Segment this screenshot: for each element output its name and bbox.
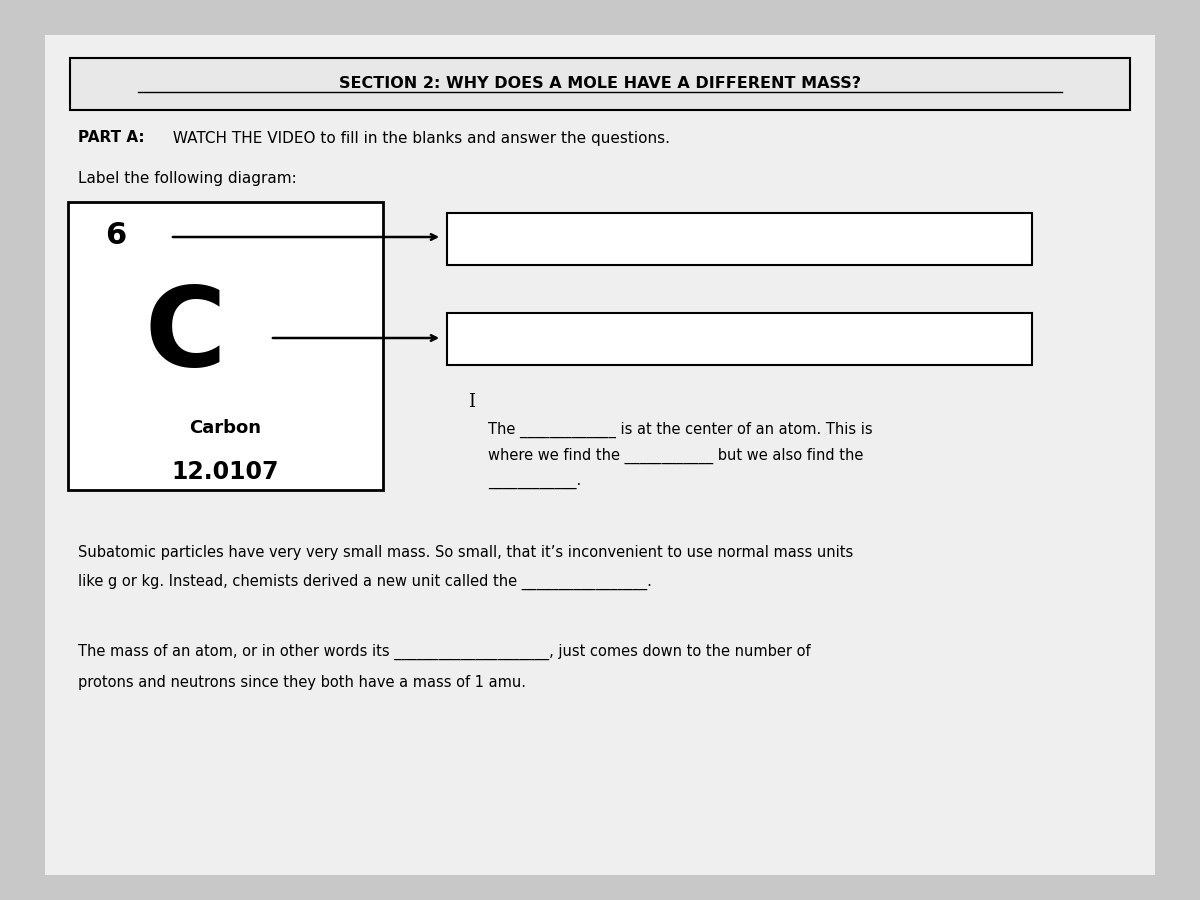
FancyBboxPatch shape [68, 202, 383, 490]
Text: The _____________ is at the center of an atom. This is: The _____________ is at the center of an… [488, 422, 872, 438]
FancyBboxPatch shape [446, 213, 1032, 265]
Text: Subatomic particles have very very small mass. So small, that it’s inconvenient : Subatomic particles have very very small… [78, 544, 853, 560]
FancyBboxPatch shape [46, 35, 1154, 875]
Text: 12.0107: 12.0107 [172, 460, 278, 484]
Text: PART A:: PART A: [78, 130, 145, 146]
Text: SECTION 2: WHY DOES A MOLE HAVE A DIFFERENT MASS?: SECTION 2: WHY DOES A MOLE HAVE A DIFFER… [340, 76, 862, 92]
Text: Carbon: Carbon [190, 419, 262, 437]
Text: The mass of an atom, or in other words its _____________________, just comes dow: The mass of an atom, or in other words i… [78, 644, 811, 660]
FancyBboxPatch shape [446, 313, 1032, 365]
Text: I: I [468, 393, 475, 411]
Text: WATCH THE VIDEO to fill in the blanks and answer the questions.: WATCH THE VIDEO to fill in the blanks an… [168, 130, 670, 146]
Text: where we find the ____________ but we also find the: where we find the ____________ but we al… [488, 448, 863, 464]
Text: Label the following diagram:: Label the following diagram: [78, 170, 296, 185]
Text: 6: 6 [106, 220, 126, 249]
Text: protons and neutrons since they both have a mass of 1 amu.: protons and neutrons since they both hav… [78, 674, 526, 689]
Text: ____________.: ____________. [488, 474, 581, 490]
Text: C: C [144, 282, 226, 389]
Text: like g or kg. Instead, chemists derived a new unit called the _________________.: like g or kg. Instead, chemists derived … [78, 574, 652, 590]
FancyBboxPatch shape [70, 58, 1130, 110]
